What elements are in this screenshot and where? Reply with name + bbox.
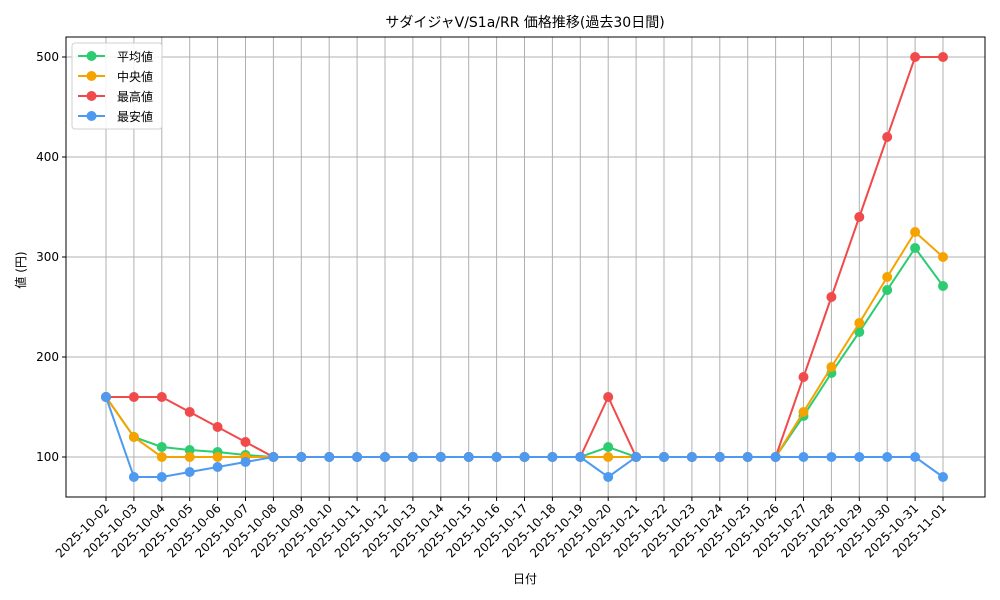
data-point bbox=[714, 452, 725, 462]
legend-marker-icon bbox=[86, 91, 97, 101]
data-point bbox=[798, 407, 809, 417]
y-tick-label: 400 bbox=[36, 150, 59, 164]
y-tick-label: 200 bbox=[36, 350, 59, 364]
y-axis-ticks: 100 200 300 400 500 bbox=[36, 50, 66, 464]
data-point bbox=[603, 452, 614, 462]
data-point bbox=[128, 392, 139, 402]
chart-title: サダイジャV/S1a/RR 価格推移(過去30日間) bbox=[385, 15, 664, 31]
y-tick-label: 300 bbox=[36, 250, 59, 264]
data-point bbox=[380, 452, 390, 462]
svg-text:最高値: 最高値 bbox=[117, 89, 153, 104]
grid-lines bbox=[66, 37, 985, 497]
data-point bbox=[156, 442, 167, 452]
data-point bbox=[686, 452, 697, 462]
legend-item: 最高値 bbox=[78, 89, 153, 104]
data-point bbox=[603, 442, 614, 452]
data-point bbox=[910, 452, 921, 462]
data-point bbox=[826, 292, 837, 302]
data-point bbox=[659, 452, 669, 462]
data-point bbox=[882, 132, 893, 142]
x-axis-ticks: 2025-10-022025-10-032025-10-042025-10-05… bbox=[53, 497, 949, 560]
data-point bbox=[240, 457, 251, 467]
legend-marker-icon bbox=[86, 71, 97, 81]
data-point bbox=[826, 362, 837, 372]
svg-text:最安値: 最安値 bbox=[117, 109, 153, 124]
data-point bbox=[491, 452, 502, 462]
data-point bbox=[603, 392, 614, 402]
y-tick-label: 100 bbox=[36, 450, 59, 464]
data-point bbox=[519, 452, 530, 462]
data-point bbox=[435, 452, 446, 462]
x-axis-label: 日付 bbox=[513, 572, 537, 586]
data-point bbox=[854, 212, 865, 222]
data-point bbox=[101, 392, 111, 402]
data-point bbox=[854, 327, 865, 337]
legend-item: 最安値 bbox=[78, 109, 153, 124]
legend-marker-icon bbox=[86, 111, 97, 121]
data-point bbox=[826, 452, 837, 462]
data-point bbox=[212, 452, 223, 462]
series-lines bbox=[101, 52, 948, 482]
data-point bbox=[854, 452, 865, 462]
data-point bbox=[128, 472, 139, 482]
legend-marker-icon bbox=[86, 51, 97, 61]
data-point bbox=[547, 452, 558, 462]
data-point bbox=[798, 372, 809, 382]
legend-item: 中央値 bbox=[78, 69, 153, 84]
data-point bbox=[631, 452, 642, 462]
svg-text:平均値: 平均値 bbox=[117, 49, 153, 64]
data-point bbox=[156, 472, 167, 482]
data-point bbox=[212, 462, 223, 472]
data-point bbox=[128, 432, 139, 442]
y-tick-label: 500 bbox=[36, 50, 59, 64]
data-point bbox=[156, 392, 167, 402]
data-point bbox=[184, 445, 195, 455]
data-point bbox=[742, 452, 753, 462]
data-point bbox=[910, 52, 921, 62]
data-point bbox=[854, 318, 865, 328]
data-point bbox=[770, 452, 781, 462]
data-point bbox=[938, 252, 948, 262]
data-point bbox=[882, 285, 893, 295]
data-point bbox=[603, 472, 614, 482]
data-point bbox=[463, 452, 474, 462]
data-point bbox=[324, 452, 335, 462]
series-最安値 bbox=[101, 392, 948, 482]
data-point bbox=[184, 452, 195, 462]
data-point bbox=[938, 281, 948, 291]
legend-item: 平均値 bbox=[78, 49, 153, 64]
data-point bbox=[407, 452, 418, 462]
data-point bbox=[296, 452, 307, 462]
data-point bbox=[882, 272, 893, 282]
svg-text:中央値: 中央値 bbox=[117, 69, 153, 84]
data-point bbox=[352, 452, 363, 462]
data-point bbox=[882, 452, 893, 462]
plot-frame bbox=[65, 36, 986, 498]
data-point bbox=[575, 452, 586, 462]
y-axis-label: 値 (円) bbox=[13, 251, 28, 288]
data-point bbox=[156, 452, 167, 462]
data-point bbox=[240, 437, 251, 447]
data-point bbox=[798, 452, 809, 462]
data-point bbox=[938, 52, 948, 62]
data-point bbox=[184, 407, 195, 417]
data-point bbox=[910, 227, 921, 237]
data-point bbox=[910, 243, 921, 253]
data-point bbox=[268, 452, 279, 462]
data-point bbox=[184, 467, 195, 477]
data-point bbox=[938, 472, 948, 482]
data-point bbox=[212, 422, 223, 432]
